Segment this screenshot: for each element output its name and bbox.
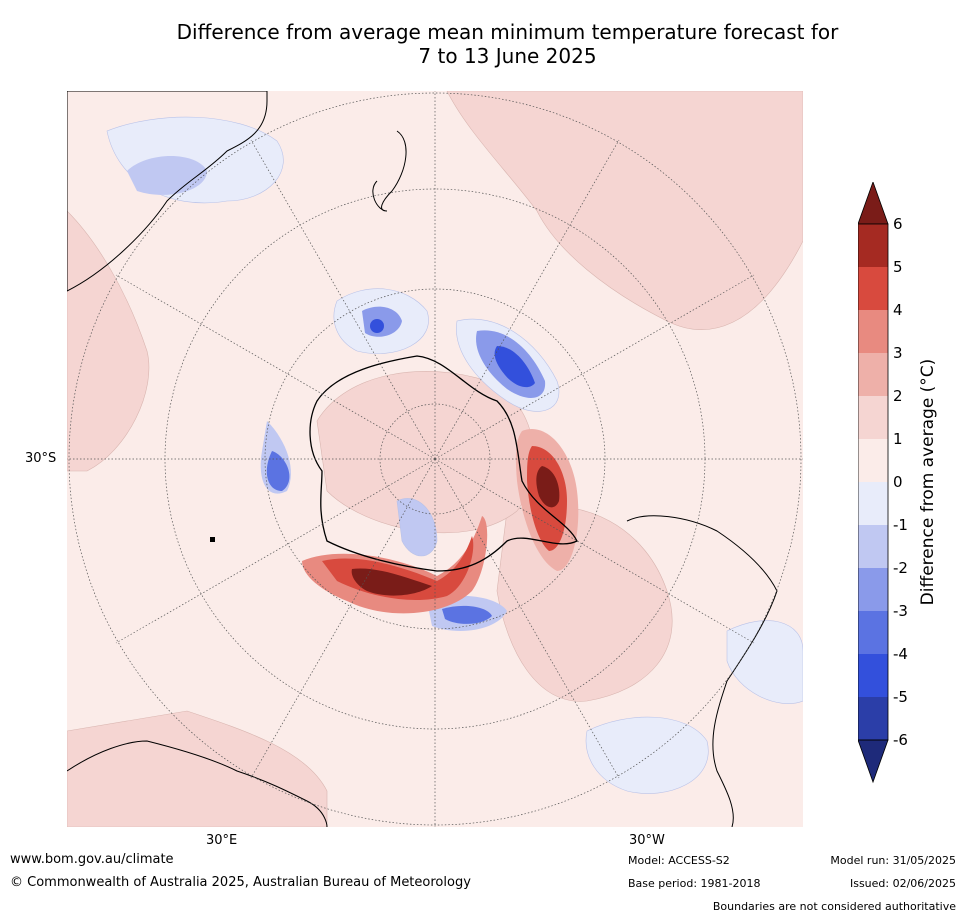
- graticule-circle-75s: [379, 403, 491, 515]
- anomaly-cool-inner-ice: [396, 498, 438, 557]
- anomaly-warm-pacific: [446, 91, 803, 330]
- africa-coastline: [67, 740, 328, 827]
- south-america-coastline: [626, 515, 778, 827]
- graticule: [67, 91, 803, 827]
- anomaly-warm-peninsula-core: [536, 466, 560, 508]
- colorbar-frame: [858, 223, 889, 741]
- map-title: Difference from average mean minimum tem…: [0, 20, 965, 68]
- colorbar-label: Difference from average (°C): [918, 358, 938, 606]
- anomaly-warm-dronning-maud-core: [351, 568, 432, 596]
- colorbar-tick: 0: [893, 473, 903, 491]
- graticule-circle-30s: [68, 92, 802, 826]
- new-zealand-coastline: [372, 130, 407, 212]
- title-line-1: Difference from average mean minimum tem…: [176, 20, 839, 44]
- colorbar-bin-m5-m4: [858, 654, 888, 697]
- model-text: Model: ACCESS-S2: [628, 854, 730, 867]
- colorbar-bin-3-4: [858, 310, 888, 353]
- colorbar-tick: 5: [893, 258, 903, 276]
- title-line-2: 7 to 13 June 2025: [418, 44, 597, 68]
- colorbar-bin-m3-m2: [858, 568, 888, 611]
- anomaly-cool-ring-east-center: [370, 319, 384, 333]
- colorbar-tick: -2: [893, 559, 908, 577]
- issued-text: Issued: 02/06/2025: [849, 877, 956, 890]
- antarctica-coastline: [309, 355, 578, 572]
- colorbar-tick: 3: [893, 344, 903, 362]
- anomaly-cool-south-core: [442, 605, 492, 624]
- colorbar-tick: 6: [893, 215, 903, 233]
- colorbar-bin-m1-0: [858, 482, 888, 525]
- label-30s: 30°S: [25, 451, 57, 466]
- colorbar-tick: -5: [893, 688, 908, 706]
- colorbar-bin-2-3: [858, 353, 888, 396]
- colorbar-bin-m6-m5: [858, 697, 888, 740]
- anomaly-cool-indian-inner: [127, 156, 207, 195]
- label-30w: 30°W: [629, 833, 665, 848]
- australia-coastline: [67, 91, 268, 292]
- colorbar: [858, 182, 889, 784]
- anomaly-warm-west: [67, 210, 150, 472]
- copyright-text: © Commonwealth of Australia 2025, Austra…: [10, 875, 471, 890]
- graticule-circle-60s: [264, 288, 606, 630]
- anomaly-cool-ross-sea-core: [494, 346, 535, 388]
- colorbar-bin-0-1: [858, 439, 888, 482]
- colorbar-extend-high: [858, 182, 889, 225]
- label-30e: 30°E: [206, 833, 238, 848]
- anomaly-warm-south-africa: [67, 710, 328, 827]
- colorbar-extend-low: [858, 739, 889, 784]
- base-period-text: Base period: 1981-2018: [628, 877, 761, 890]
- colorbar-tick: -3: [893, 602, 908, 620]
- disclaimer-text: Boundaries are not considered authoritat…: [712, 900, 956, 913]
- colorbar-tick: -1: [893, 516, 908, 534]
- polar-map: [67, 91, 803, 827]
- anomaly-cool-west-ring: [266, 451, 290, 491]
- colorbar-tick: 2: [893, 387, 903, 405]
- colorbar-tick: -6: [893, 731, 908, 749]
- colorbar-bin-m2-m1: [858, 525, 888, 568]
- colorbar-bin-5-6: [858, 224, 888, 267]
- model-run-text: Model run: 31/05/2025: [830, 854, 956, 867]
- colorbar-tick: -4: [893, 645, 908, 663]
- colorbar-bin-m4-m3: [858, 611, 888, 654]
- website-link[interactable]: www.bom.gov.au/climate: [10, 852, 174, 867]
- kerguelen-island: [210, 537, 215, 542]
- colorbar-tick: 1: [893, 430, 903, 448]
- colorbar-bin-4-5: [858, 267, 888, 310]
- colorbar-tick: 4: [893, 301, 903, 319]
- colorbar-bin-1-2: [858, 396, 888, 439]
